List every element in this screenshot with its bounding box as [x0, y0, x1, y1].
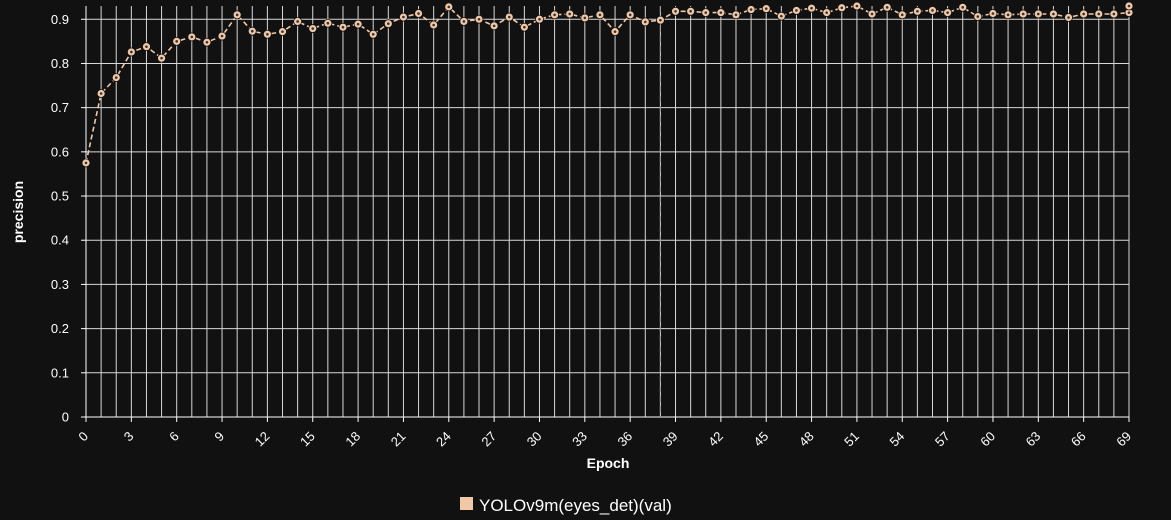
data-point-center: [326, 21, 330, 25]
data-point-center: [175, 40, 178, 43]
y-tick-label: 0.7: [51, 100, 69, 115]
data-point-center: [916, 10, 919, 13]
data-point-center: [205, 40, 209, 44]
data-point-center: [795, 9, 798, 12]
data-point-center: [462, 20, 466, 23]
legend[interactable]: YOLOv9m(eyes_det)(val): [460, 496, 672, 515]
data-point-center: [946, 11, 949, 14]
data-point-center: [417, 12, 420, 15]
data-point-center: [266, 32, 269, 36]
data-point-center: [281, 30, 284, 33]
data-point-center: [583, 16, 587, 20]
data-point-center: [855, 4, 859, 8]
data-point-center: [598, 13, 602, 17]
data-point-center: [145, 45, 148, 48]
data-point-center: [780, 14, 783, 18]
data-point-center: [402, 15, 405, 19]
data-point-center: [628, 13, 632, 17]
data-point-center: [1006, 13, 1010, 17]
data-point-center: [613, 30, 617, 33]
data-point-center: [130, 50, 133, 54]
data-point-center: [1082, 12, 1085, 16]
legend-swatch: [460, 497, 473, 510]
data-point-center: [764, 7, 768, 10]
data-point-center: [1037, 12, 1040, 16]
data-point-center: [160, 56, 163, 60]
data-point-center: [114, 76, 118, 79]
data-point-center: [991, 12, 995, 15]
x-axis-title: Epoch: [587, 455, 630, 471]
data-point-center: [387, 22, 390, 25]
data-point-center: [870, 12, 874, 16]
data-point-center: [885, 6, 889, 9]
data-point-center: [1127, 11, 1131, 14]
data-point-center: [1067, 16, 1070, 19]
data-point-center: [371, 32, 375, 36]
data-point-center: [810, 6, 813, 10]
y-tick-label: 0.1: [51, 365, 69, 380]
data-point-center: [235, 13, 239, 17]
data-point-center: [1097, 12, 1101, 16]
data-point-center: [1127, 4, 1131, 8]
y-tick-label: 0.4: [51, 233, 69, 248]
data-point-center: [719, 11, 723, 14]
data-point-center: [356, 22, 360, 26]
data-point-center: [84, 161, 88, 165]
data-point-center: [976, 15, 980, 18]
data-point-center: [296, 20, 299, 23]
data-point-center: [689, 10, 692, 13]
data-point-center: [190, 35, 194, 39]
data-point-center: [447, 5, 451, 9]
data-point-center: [523, 25, 526, 29]
y-tick-label: 0.8: [51, 56, 69, 71]
y-tick-label: 0.9: [51, 12, 69, 27]
data-point-center: [659, 18, 662, 22]
y-axis-title: precision: [10, 181, 26, 243]
y-tick-label: 0.5: [51, 189, 69, 204]
data-point-center: [704, 11, 708, 14]
data-point-center: [900, 13, 904, 17]
data-point-center: [538, 17, 541, 21]
data-point-center: [220, 34, 224, 38]
y-axis-ticks: 0 0.1 0.2 0.3 0.4 0.5 0.6 0.7 0.8 0.9: [51, 12, 86, 425]
data-point-center: [961, 6, 965, 9]
y-tick-label: 0.2: [51, 321, 69, 336]
series-group: [81, 1, 1134, 168]
data-point-center: [1052, 12, 1055, 16]
data-point-center: [825, 11, 828, 14]
data-point-center: [568, 12, 572, 16]
y-tick-label: 0: [62, 410, 69, 425]
data-point-center: [1021, 12, 1025, 16]
data-point-center: [477, 17, 481, 21]
data-point-center: [643, 20, 647, 24]
legend-label: YOLOv9m(eyes_det)(val): [479, 496, 672, 515]
data-point-center: [1112, 12, 1116, 16]
data-point-center: [553, 13, 556, 17]
data-point-center: [250, 29, 254, 33]
data-point-center: [734, 13, 738, 17]
data-point-center: [99, 92, 103, 95]
data-point-center: [432, 23, 435, 27]
data-point-center: [931, 9, 934, 12]
data-point-center: [840, 6, 844, 10]
data-point-center: [341, 25, 345, 29]
data-point-center: [311, 27, 315, 30]
data-point-center: [492, 24, 496, 28]
data-point-center: [749, 8, 753, 11]
y-tick-label: 0.3: [51, 277, 69, 292]
y-tick-label: 0.6: [51, 144, 69, 159]
data-point-center: [507, 15, 511, 19]
data-point-center: [674, 10, 677, 13]
